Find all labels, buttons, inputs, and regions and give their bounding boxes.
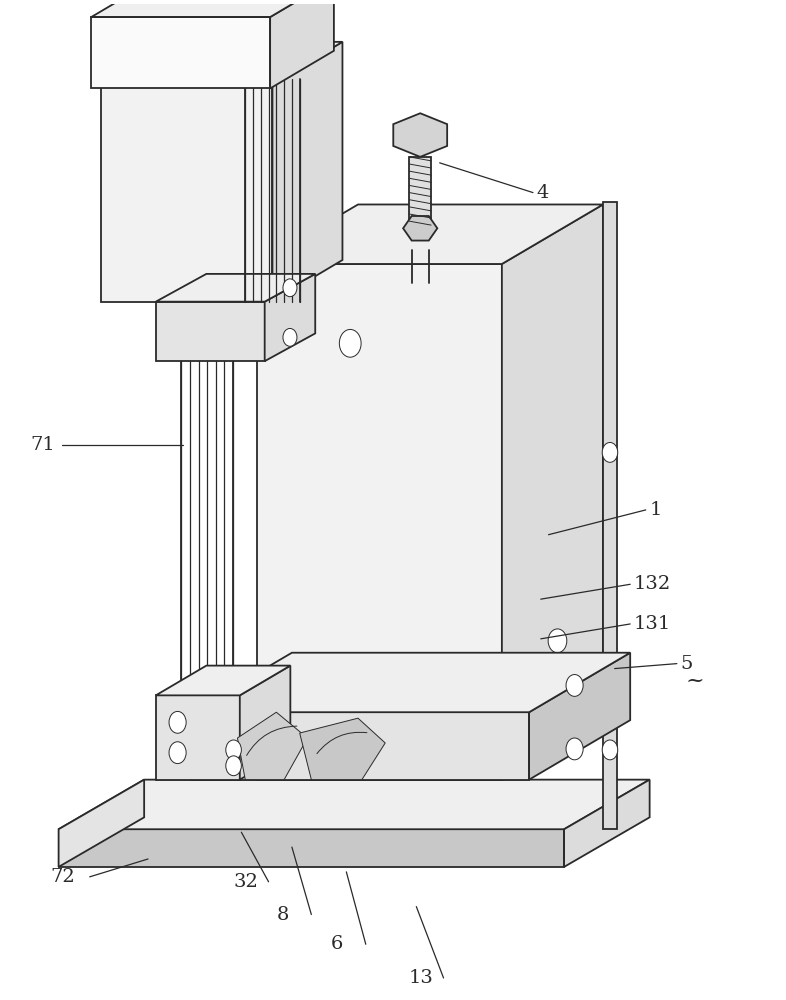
Circle shape (283, 328, 297, 346)
Circle shape (602, 740, 618, 760)
Polygon shape (156, 302, 265, 361)
Circle shape (226, 740, 241, 760)
Text: 4: 4 (537, 184, 549, 202)
Text: 8: 8 (277, 906, 288, 924)
Polygon shape (237, 712, 307, 780)
Polygon shape (59, 780, 650, 829)
Polygon shape (273, 42, 343, 302)
Circle shape (566, 738, 583, 760)
Circle shape (169, 711, 186, 733)
Polygon shape (101, 84, 273, 302)
Polygon shape (191, 712, 529, 780)
Text: 71: 71 (30, 436, 55, 454)
Circle shape (340, 329, 361, 357)
Polygon shape (603, 202, 617, 829)
Circle shape (602, 442, 618, 462)
Polygon shape (502, 204, 603, 780)
Polygon shape (59, 780, 144, 867)
Text: ~: ~ (685, 669, 704, 691)
Polygon shape (240, 666, 290, 780)
Circle shape (566, 675, 583, 696)
Text: 72: 72 (51, 868, 75, 886)
Text: 32: 32 (233, 873, 259, 891)
Polygon shape (156, 666, 290, 695)
Circle shape (283, 279, 297, 297)
Text: 131: 131 (634, 615, 671, 633)
Polygon shape (91, 0, 334, 17)
Polygon shape (529, 653, 630, 780)
Polygon shape (410, 157, 431, 228)
Text: 13: 13 (409, 969, 433, 987)
Polygon shape (564, 780, 650, 867)
Polygon shape (257, 264, 502, 780)
Text: 6: 6 (331, 935, 343, 953)
Text: 1: 1 (650, 501, 662, 519)
Polygon shape (403, 216, 437, 241)
Polygon shape (156, 695, 240, 780)
Polygon shape (191, 653, 630, 712)
Polygon shape (265, 274, 315, 361)
Circle shape (548, 629, 567, 653)
Polygon shape (299, 718, 385, 780)
Polygon shape (270, 0, 334, 88)
Polygon shape (101, 42, 343, 84)
Polygon shape (59, 829, 564, 867)
Polygon shape (257, 204, 603, 264)
Polygon shape (156, 274, 315, 302)
Circle shape (169, 742, 186, 764)
Polygon shape (91, 17, 270, 88)
Polygon shape (393, 113, 447, 157)
Text: 5: 5 (681, 655, 693, 673)
Circle shape (226, 756, 241, 776)
Text: 132: 132 (634, 575, 671, 593)
